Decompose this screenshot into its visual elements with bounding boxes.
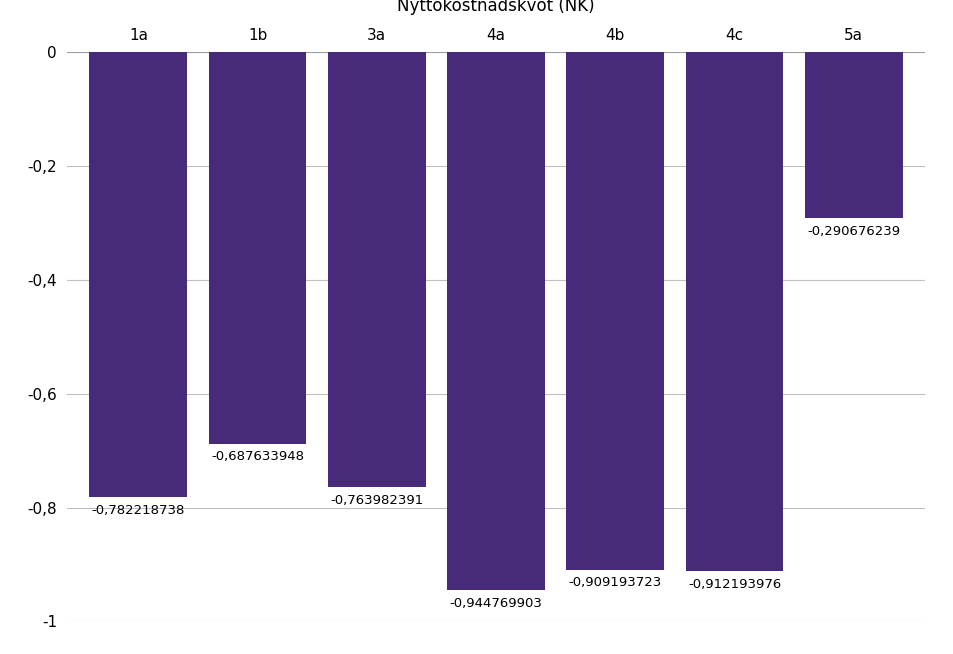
Bar xyxy=(804,52,902,218)
Text: -0,944769903: -0,944769903 xyxy=(449,596,542,610)
Text: -0,763982391: -0,763982391 xyxy=(330,494,423,507)
Text: -0,782218738: -0,782218738 xyxy=(91,504,185,517)
Bar xyxy=(328,52,425,487)
Text: -0,290676239: -0,290676239 xyxy=(806,224,900,237)
Text: -0,687633948: -0,687633948 xyxy=(211,451,304,464)
Title: Nyttokostnadskvot (NK): Nyttokostnadskvot (NK) xyxy=(396,0,595,15)
Bar xyxy=(566,52,663,570)
Bar xyxy=(209,52,306,443)
Bar xyxy=(447,52,544,590)
Bar xyxy=(685,52,782,572)
Text: -0,909193723: -0,909193723 xyxy=(568,576,661,589)
Bar xyxy=(90,52,187,498)
Text: -0,912193976: -0,912193976 xyxy=(687,578,781,591)
